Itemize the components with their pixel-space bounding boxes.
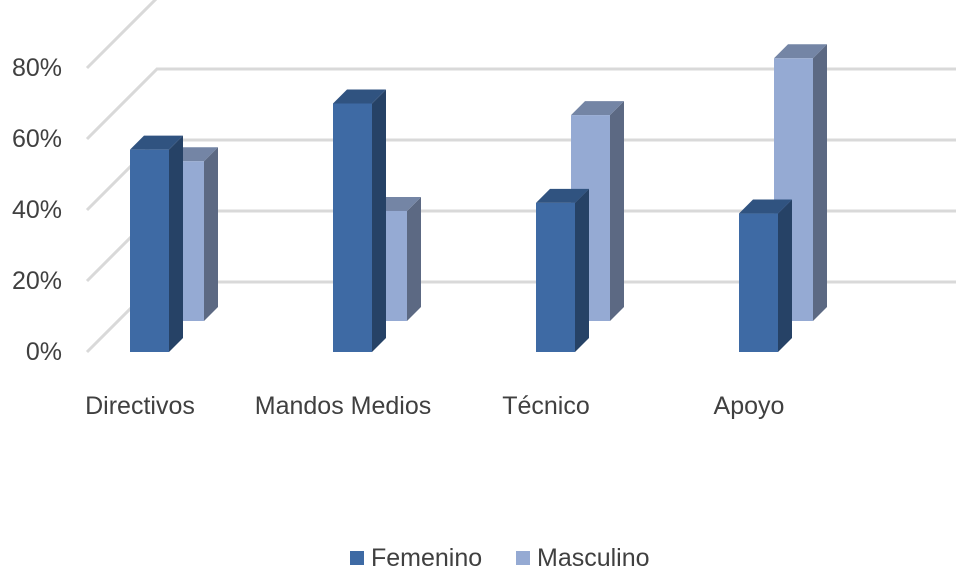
y-tick-label: 80% (12, 54, 62, 82)
y-tick-label: 60% (12, 125, 62, 153)
bar-femenino (739, 199, 792, 352)
x-category-label: Directivos (85, 392, 195, 420)
legend: Femenino Masculino (350, 544, 650, 572)
legend-swatch (350, 551, 364, 565)
y-tick-label: 20% (12, 267, 62, 295)
legend-item-masculino: Masculino (516, 544, 650, 572)
x-category-label: Mandos Medios (255, 392, 431, 420)
legend-swatch (516, 551, 530, 565)
bar-femenino (130, 135, 183, 352)
bars (130, 44, 827, 352)
gridline (85, 0, 158, 70)
legend-label: Femenino (371, 544, 482, 572)
legend-label: Masculino (537, 544, 650, 572)
x-category-label: Apoyo (714, 392, 785, 420)
gridline (85, 67, 956, 141)
y-tick-label: 40% (12, 196, 62, 224)
x-axis-categories: Directivos Mandos Medios Técnico Apoyo (85, 392, 784, 420)
x-category-label: Técnico (502, 392, 590, 420)
legend-item-femenino: Femenino (350, 544, 482, 572)
y-tick-label: 0% (26, 338, 62, 366)
bar-femenino (333, 89, 386, 352)
bar-femenino (536, 188, 589, 352)
y-axis-ticks: 0% 20% 40% 60% 80% (12, 54, 62, 366)
